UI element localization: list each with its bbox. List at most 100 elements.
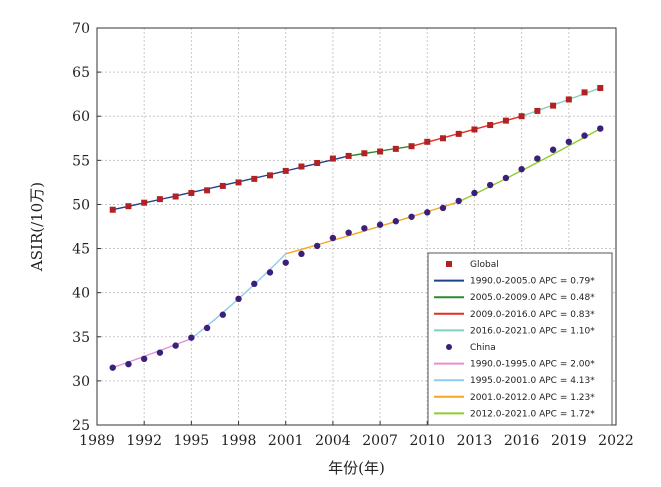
data-point-marker: [204, 187, 211, 194]
legend: Global 1990.0-2005.0 APC = 0.79* 2005.0-20…: [427, 252, 613, 426]
data-point-marker: [282, 167, 289, 174]
y-tick-label: 55: [72, 153, 90, 169]
data-point-marker: [266, 269, 274, 276]
data-point-marker: [581, 132, 588, 139]
data-point-marker: [424, 209, 431, 216]
x-tick-label: 2007: [362, 433, 398, 449]
data-point-marker: [298, 163, 305, 170]
legend-segment-label: 2012.0-2021.0 APC = 1.72*: [470, 409, 595, 419]
x-tick-label: 1995: [174, 433, 210, 449]
data-point-marker: [219, 311, 227, 318]
data-point-marker: [377, 148, 384, 155]
data-point-marker: [455, 130, 462, 137]
y-tick-label: 65: [72, 65, 90, 81]
legend-segment-label: 1990.0-2005.0 APC = 0.79*: [470, 277, 595, 287]
legend-series-label: China: [470, 343, 496, 353]
data-point-marker: [487, 122, 494, 129]
x-tick-label: 1998: [221, 433, 257, 449]
data-point-marker: [314, 159, 321, 166]
data-point-marker: [424, 138, 431, 145]
data-point-marker: [188, 334, 195, 341]
data-point-marker: [361, 150, 368, 157]
y-tick-label: 30: [72, 374, 90, 390]
data-point-marker: [282, 259, 289, 266]
joinpoint-segment-line: [521, 87, 601, 117]
data-point-marker: [267, 172, 273, 179]
joinpoint-segment-line: [285, 201, 459, 255]
data-point-marker: [251, 280, 258, 288]
y-axis-label: ASIR(/10万): [28, 182, 46, 272]
data-point-marker: [329, 155, 336, 162]
legend-segment-label: 1995.0-2001.0 APC = 4.13*: [470, 376, 595, 386]
x-tick-label: 2010: [409, 433, 445, 449]
data-point-marker: [518, 113, 525, 120]
data-point-marker: [219, 182, 226, 189]
axis-ticks: 1989 1992 1995 1998 2001 2004 2007 2010 2013 2016…: [72, 21, 634, 449]
legend-segment-label: 2016.0-2021.0 APC = 1.10*: [470, 326, 595, 336]
y-tick-label: 25: [72, 418, 90, 434]
legend-series-label: Global: [470, 260, 499, 270]
data-point-marker: [156, 349, 164, 356]
y-tick-label: 35: [72, 330, 90, 346]
legend-segment-label: 2005.0-2009.0 APC = 0.48*: [470, 293, 595, 303]
data-point-marker: [188, 189, 195, 196]
data-point-marker: [203, 324, 211, 332]
data-point-marker: [345, 152, 352, 159]
data-point-marker: [392, 218, 400, 225]
y-tick-label: 50: [72, 197, 90, 213]
data-point-marker: [329, 234, 337, 242]
data-point-marker: [125, 203, 132, 210]
data-point-marker: [125, 360, 132, 368]
data-point-marker: [455, 197, 462, 205]
data-point-marker: [345, 229, 352, 236]
data-point-marker: [156, 196, 163, 203]
data-point-marker: [439, 204, 447, 212]
joinpoint-segment-line: [458, 127, 601, 203]
legend-marker: [446, 261, 452, 267]
data-point-marker: [251, 175, 258, 182]
x-tick-label: 2016: [504, 433, 540, 449]
data-point-marker: [298, 250, 305, 258]
data-point-marker: [534, 155, 541, 162]
x-tick-label: 2013: [457, 433, 493, 449]
data-point-marker: [140, 355, 148, 363]
data-point-marker: [486, 181, 494, 189]
data-point-marker: [550, 102, 557, 109]
x-axis-label: 年份(年): [328, 459, 385, 477]
data-point-marker: [502, 117, 509, 124]
data-point-marker: [361, 225, 368, 232]
data-point-marker: [172, 342, 179, 349]
plot-frame: [96, 27, 617, 426]
data-point-marker: [471, 126, 478, 133]
data-point-marker: [376, 221, 384, 228]
data-point-marker: [235, 179, 242, 186]
data-markers: [109, 84, 604, 371]
data-point-marker: [597, 125, 604, 132]
x-tick-label: 1989: [79, 433, 115, 449]
data-point-marker: [440, 135, 446, 142]
y-tick-label: 40: [72, 286, 90, 302]
data-point-marker: [109, 364, 116, 371]
y-tick-label: 70: [72, 21, 90, 37]
y-tick-label: 45: [72, 242, 90, 258]
data-point-marker: [534, 107, 541, 114]
x-tick-label: 2019: [551, 433, 587, 449]
data-point-marker: [235, 295, 242, 303]
data-point-marker: [408, 143, 415, 150]
x-tick-label: 2022: [598, 433, 634, 449]
joinpoint-segment-line: [112, 337, 192, 369]
data-point-marker: [581, 89, 588, 96]
data-point-marker: [392, 145, 399, 152]
data-point-marker: [565, 138, 573, 146]
data-point-marker: [408, 213, 415, 220]
data-point-marker: [502, 174, 510, 182]
legend-segment-label: 1990.0-1995.0 APC = 2.00*: [470, 360, 595, 370]
joinpoint-segment-line: [112, 155, 349, 211]
data-point-marker: [141, 199, 148, 206]
data-point-marker: [565, 96, 572, 103]
data-point-marker: [172, 193, 179, 200]
data-point-marker: [313, 242, 321, 250]
legend-segment-label: 2009.0-2016.0 APC = 0.83*: [470, 310, 595, 320]
x-tick-label: 2004: [315, 433, 351, 449]
